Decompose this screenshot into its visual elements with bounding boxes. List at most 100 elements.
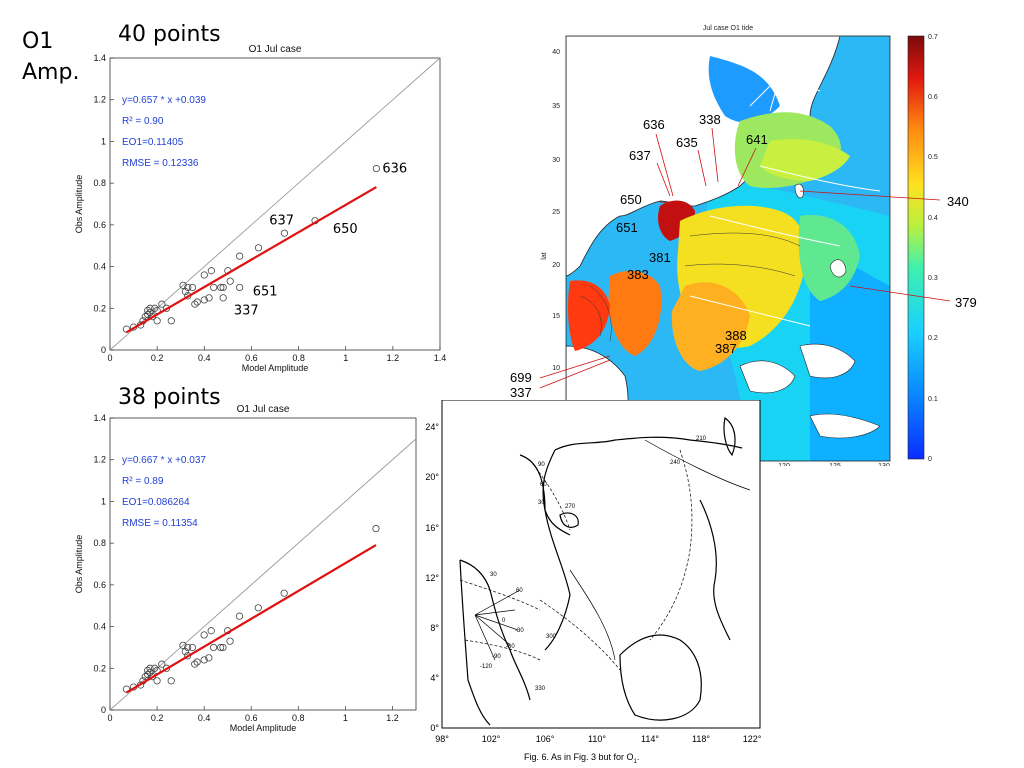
data-point <box>146 668 154 677</box>
x-axis-label: Model Amplitude <box>230 723 297 733</box>
y-tick-label: 1 <box>101 136 106 146</box>
map-ytick: 20 <box>552 262 560 269</box>
data-point <box>226 637 234 645</box>
data-point <box>219 643 227 652</box>
map-bottom-ytick: 8° <box>430 623 439 633</box>
map-bottom-ytick: 24° <box>425 422 439 432</box>
regression-stat: RMSE = 0.11354 <box>122 518 198 529</box>
map-ytick: 25 <box>552 209 560 216</box>
colorbar <box>907 35 925 460</box>
data-point <box>181 648 189 656</box>
data-point <box>146 304 154 312</box>
data-point <box>200 656 208 664</box>
station-label: 641 <box>746 132 768 147</box>
station-label: 635 <box>676 135 698 150</box>
data-point <box>158 300 166 308</box>
data-point <box>372 164 380 173</box>
data-point <box>235 612 244 620</box>
x-tick-label: 0 <box>107 353 112 363</box>
scatter-chart-38-points: O1 Jul case 0 0.2 0.4 0.6 0.8 1 1.2 0 0.2 0.4 0.6 0.… <box>74 404 417 733</box>
data-point <box>217 283 225 292</box>
contour-label: 60 <box>540 482 547 488</box>
data-point <box>148 313 157 321</box>
data-point <box>184 643 192 652</box>
x-tick-label: 0.4 <box>198 713 211 723</box>
points-label-top: 40 points <box>118 22 221 47</box>
x-tick-label: 0.4 <box>198 353 211 363</box>
data-point <box>200 631 208 639</box>
x-tick-label: 0.8 <box>292 353 305 363</box>
data-point <box>236 283 244 292</box>
regression-stat: R² = 0.90 <box>122 116 164 127</box>
station-label: 651 <box>616 220 638 235</box>
contour-label: 30 <box>538 500 545 506</box>
map-bottom-ytick: 16° <box>425 523 439 533</box>
data-point <box>219 283 227 292</box>
regression-stat: EO1=0.11405 <box>122 137 184 148</box>
map-bottom-xtick: 98° <box>435 734 449 744</box>
map-ytick: 30 <box>552 157 560 164</box>
figure-caption: Fig. 6. As in Fig. 3 but for O1. <box>524 752 639 765</box>
data-point <box>193 658 201 666</box>
points-label-bottom: 38 points <box>118 385 221 410</box>
data-point <box>181 288 190 296</box>
regression-stat: y=0.667 * x +0.037 <box>122 455 206 466</box>
station-label: 699 <box>510 370 532 385</box>
y-tick-label: 0.4 <box>93 622 106 632</box>
y-tick-label: 1.2 <box>93 455 106 465</box>
data-point <box>236 252 244 260</box>
map-bottom-ytick: 0° <box>430 723 439 733</box>
chart-title: O1 Jul case <box>237 404 290 415</box>
y-tick-label: 0 <box>101 705 106 715</box>
regression-stat: RMSE = 0.12336 <box>122 158 199 169</box>
data-point <box>179 641 187 649</box>
y-tick-label: 0.4 <box>93 262 106 272</box>
data-point <box>162 664 171 672</box>
contour-label: -90 <box>492 654 501 660</box>
data-point <box>144 666 152 674</box>
data-point <box>144 310 152 319</box>
contour-label: -120 <box>480 664 493 670</box>
data-point <box>372 524 380 533</box>
data-point <box>205 294 213 302</box>
data-point <box>141 313 149 321</box>
y-tick-label: 0.8 <box>93 538 106 548</box>
slide-title-line2: Amp. <box>22 60 80 85</box>
station-annotation: 637 <box>269 214 294 229</box>
contour-label: 300 <box>546 634 557 640</box>
colorbar-tick: 0.2 <box>928 335 938 342</box>
y-tick-label: 1.2 <box>93 95 106 105</box>
y-tick-label: 1.4 <box>93 53 106 63</box>
x-tick-label: 0.6 <box>245 713 258 723</box>
data-point <box>184 652 192 660</box>
station-annotation: 651 <box>253 285 278 300</box>
contour-label: 270 <box>565 504 576 510</box>
data-point <box>144 306 152 314</box>
data-point <box>226 277 234 285</box>
station-annotation: 636 <box>382 162 407 177</box>
contour-label: 330 <box>535 686 546 692</box>
contour-label: 0 <box>502 618 506 624</box>
chart-title: O1 Jul case <box>249 44 302 55</box>
figure-caption-text: Fig. 6. As in Fig. 3 but for O <box>524 752 634 762</box>
map-ylabel: lat <box>541 252 548 259</box>
data-point <box>158 660 166 668</box>
x-tick-label: 1 <box>343 353 348 363</box>
map-bottom-xtick: 110° <box>588 734 606 744</box>
contour-label: 240 <box>670 460 681 466</box>
station-label: 650 <box>620 192 642 207</box>
data-point <box>188 643 196 652</box>
data-point <box>146 664 154 672</box>
data-point <box>219 294 227 302</box>
regression-line <box>125 544 377 694</box>
tide-amplitude-map: Jul case O1 tide <box>510 25 977 466</box>
contour-label: 90 <box>538 462 545 468</box>
station-label: 387 <box>715 341 737 356</box>
regression-stat: EO1=0.086264 <box>122 497 190 508</box>
data-point <box>144 670 152 679</box>
colorbar-tick: 0.6 <box>928 94 938 101</box>
contour-label: 60 <box>516 588 523 594</box>
data-point <box>188 283 197 292</box>
data-point <box>151 304 159 312</box>
data-point <box>210 283 218 292</box>
